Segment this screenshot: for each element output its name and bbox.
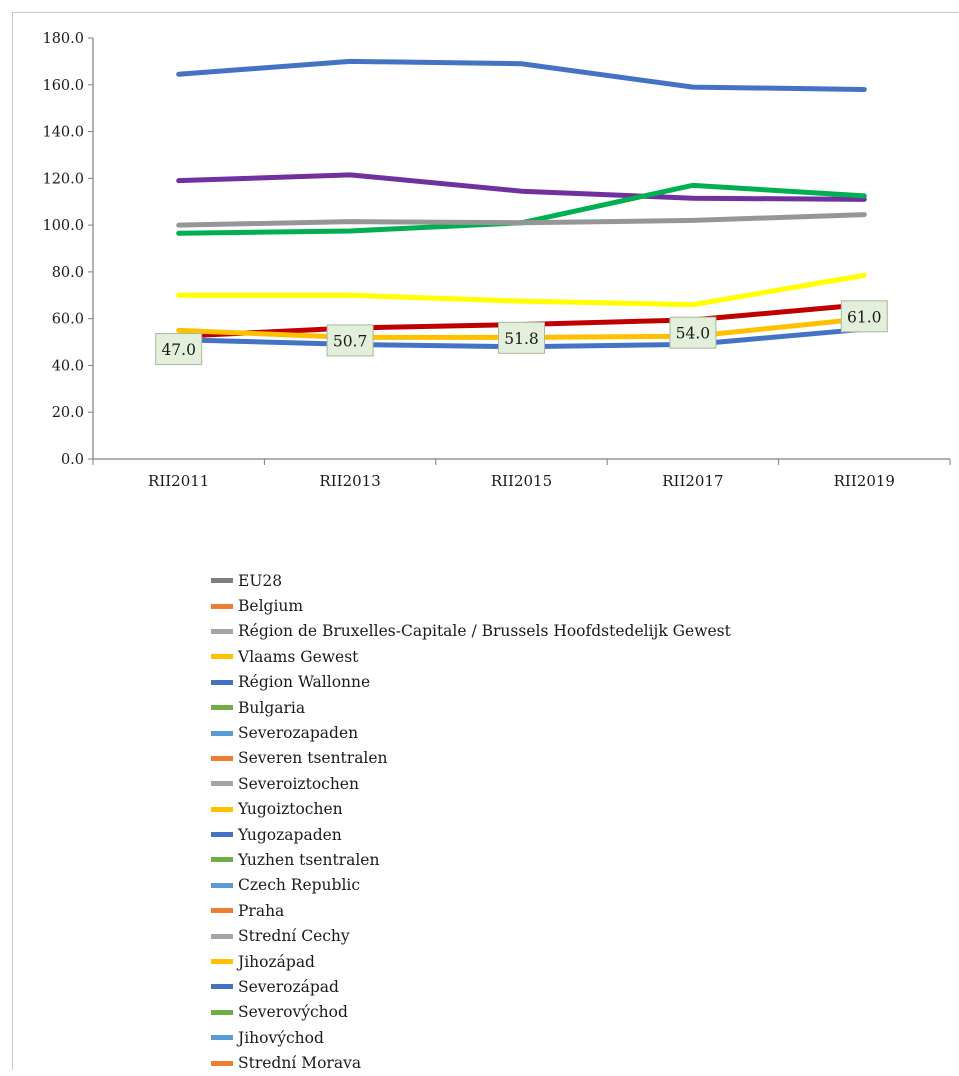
legend-item: Yuzhen tsentralen — [211, 847, 731, 872]
legend-swatch — [211, 1035, 233, 1041]
x-tick-label: RII2017 — [662, 472, 723, 490]
line-chart: 0.0 20.0 40.0 60.0 80.0 100.0 120.0 140.0 160.0 1… — [42, 31, 951, 490]
legend-item: Belgium — [211, 593, 731, 618]
y-tick-label: 100.0 — [42, 218, 84, 234]
y-tick-label: 60.0 — [52, 312, 84, 328]
legend-swatch — [211, 781, 233, 787]
legend-item: EU28 — [211, 568, 731, 593]
legend-item: Yugoiztochen — [211, 797, 731, 822]
legend-swatch — [211, 654, 233, 660]
legend-item: Strední Cechy — [211, 923, 731, 948]
y-tick-label: 120.0 — [42, 171, 84, 187]
legend-swatch — [211, 578, 233, 584]
legend-item: Severoiztochen — [211, 771, 731, 796]
data-label: 61.0 — [847, 308, 882, 326]
legend-label: Yugoiztochen — [238, 800, 343, 819]
data-label-box — [840, 300, 888, 333]
legend-label: EU28 — [238, 571, 283, 590]
legend-label: Vlaams Gewest — [238, 647, 359, 666]
legend-swatch — [211, 679, 233, 685]
legend-item: Czech Republic — [211, 873, 731, 898]
legend-label: Jihovýchod — [238, 1028, 324, 1047]
legend-swatch — [211, 730, 233, 736]
legend-swatch — [211, 933, 233, 939]
legend-item: Région de Bruxelles-Capitale / Brussels … — [211, 619, 731, 644]
chart-legend: EU28 Belgium Région de Bruxelles-Capitale … — [211, 568, 731, 1076]
legend-item: Jihozápad — [211, 949, 731, 974]
legend-swatch — [211, 832, 233, 838]
legend-label: Czech Republic — [238, 876, 361, 895]
legend-label: Severoiztochen — [238, 774, 359, 793]
y-tick-label: 0.0 — [61, 452, 84, 468]
legend-item: Vlaams Gewest — [211, 644, 731, 669]
legend-item: Région Wallonne — [211, 670, 731, 695]
legend-swatch — [211, 705, 233, 711]
data-label: 47.0 — [161, 341, 196, 359]
x-tick-label: RII2013 — [319, 472, 380, 490]
legend-label: Yugozapaden — [238, 825, 342, 844]
legend-swatch — [211, 755, 233, 761]
legend-label: Strední Morava — [238, 1054, 362, 1073]
legend-item: Jihovýchod — [211, 1025, 731, 1050]
series-line-1 — [176, 172, 867, 202]
data-label-box — [669, 316, 717, 349]
legend-label: Severovýchod — [238, 1003, 348, 1022]
legend-label: Severozapaden — [238, 724, 359, 743]
legend-item: Praha — [211, 898, 731, 923]
legend-swatch — [211, 984, 233, 990]
legend-label: Jihozápad — [238, 952, 315, 971]
y-tick-label: 180.0 — [42, 31, 84, 47]
data-label: 50.7 — [333, 332, 368, 350]
legend-swatch — [211, 628, 233, 634]
legend-swatch — [211, 603, 233, 609]
series-line-3 — [176, 212, 867, 228]
data-label: 51.8 — [504, 330, 539, 348]
legend-item: Severen tsentralen — [211, 746, 731, 771]
legend-item: Strední Morava — [211, 1050, 731, 1075]
legend-swatch — [211, 959, 233, 965]
frame-top-border — [12, 12, 959, 13]
legend-swatch — [211, 857, 233, 863]
legend-swatch — [211, 806, 233, 812]
legend-label: Région Wallonne — [238, 673, 371, 692]
y-tick-label: 140.0 — [42, 125, 84, 141]
series-line-0 — [176, 58, 867, 92]
data-label: 54.0 — [676, 325, 711, 343]
legend-label: Strední Cechy — [238, 927, 350, 946]
x-tick-label: RII2019 — [834, 472, 895, 490]
legend-item: Bulgaria — [211, 695, 731, 720]
legend-label: Région de Bruxelles-Capitale / Brussels … — [238, 622, 731, 641]
legend-label: Yuzhen tsentralen — [238, 850, 380, 869]
legend-swatch — [211, 1060, 233, 1066]
legend-item: Yugozapaden — [211, 822, 731, 847]
legend-swatch — [211, 882, 233, 888]
y-tick-label: 40.0 — [52, 358, 84, 374]
legend-label: Belgium — [238, 597, 304, 616]
legend-swatch — [211, 1009, 233, 1015]
legend-swatch — [211, 908, 233, 914]
legend-item: Severovýchod — [211, 1000, 731, 1025]
data-label-box — [498, 321, 545, 354]
x-tick-label: RII2011 — [148, 472, 209, 490]
data-label-box — [326, 324, 374, 357]
legend-item: Severozápad — [211, 974, 731, 999]
legend-label: Severen tsentralen — [238, 749, 388, 768]
y-tick-label: 160.0 — [42, 78, 84, 94]
x-tick-label: RII2015 — [491, 472, 552, 490]
y-tick-label: 80.0 — [52, 265, 84, 281]
data-label-box — [155, 333, 203, 366]
legend-label: Bulgaria — [238, 698, 306, 717]
series-line-4 — [176, 272, 867, 308]
legend-label: Severozápad — [238, 977, 339, 996]
legend-item: Severozapaden — [211, 720, 731, 745]
frame-left-border — [12, 12, 13, 1070]
y-tick-label: 20.0 — [52, 405, 84, 421]
legend-label: Praha — [238, 901, 285, 920]
